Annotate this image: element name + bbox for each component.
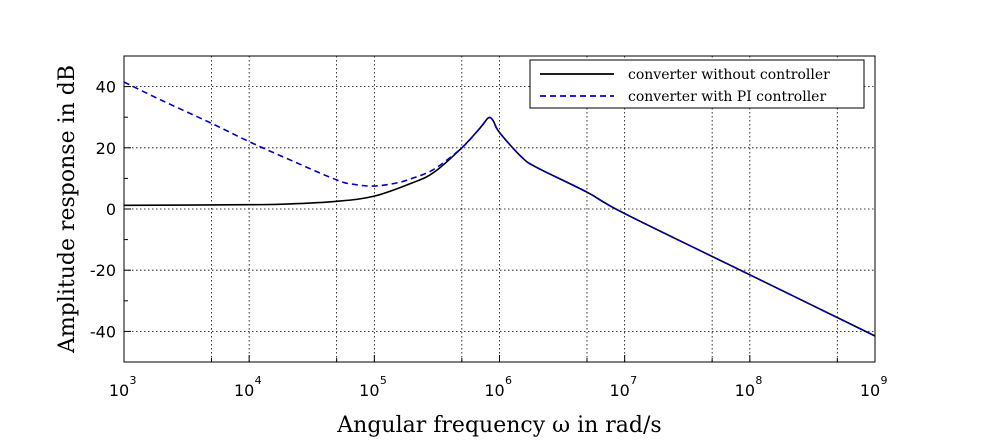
- x-tick-label-exponent: 3: [130, 374, 137, 387]
- x-tick-label-exponent: 7: [630, 374, 637, 387]
- x-tick-label-base: 10: [109, 381, 129, 400]
- x-tick-label-base: 10: [860, 381, 880, 400]
- y-tick-label: 20: [96, 139, 116, 158]
- y-tick-label: 0: [106, 200, 116, 219]
- x-tick-label: 107: [609, 374, 637, 400]
- legend-label-with-pi-controller: converter with PI controller: [628, 89, 826, 105]
- legend: converter without controller converter w…: [529, 59, 865, 109]
- legend-box: [529, 59, 865, 109]
- x-tick-label-exponent: 6: [505, 374, 512, 387]
- x-tick-label: 105: [359, 374, 387, 400]
- x-tick-label: 104: [234, 374, 262, 400]
- legend-label-without-controller: converter without controller: [628, 67, 830, 83]
- x-tick-label-exponent: 8: [755, 374, 762, 387]
- ticks: [123, 55, 876, 363]
- x-tick-label-base: 10: [609, 381, 629, 400]
- x-tick-label: 108: [735, 374, 763, 400]
- x-axis-title: Angular frequency ω in rad/s: [336, 413, 661, 438]
- x-tick-label-exponent: 9: [881, 374, 888, 387]
- x-tick-label: 106: [484, 374, 512, 400]
- x-tick-label-exponent: 4: [255, 374, 262, 387]
- y-axis-title: Amplitude response in dB: [55, 65, 80, 354]
- series-line-with-pi-controller: [123, 81, 876, 337]
- y-tick-label: 40: [96, 78, 116, 97]
- grid: [124, 56, 875, 362]
- x-tick-label-base: 10: [484, 381, 504, 400]
- x-tick-label-base: 10: [359, 381, 379, 400]
- x-tick-label-exponent: 5: [380, 374, 387, 387]
- x-tick-label-base: 10: [234, 381, 254, 400]
- y-tick-label: -20: [90, 261, 116, 280]
- x-tick-label-base: 10: [735, 381, 755, 400]
- series-group: [123, 81, 876, 337]
- y-tick-label: -40: [90, 322, 116, 341]
- x-tick-label: 103: [109, 374, 137, 400]
- x-tick-label: 109: [860, 374, 888, 400]
- series-line-without-controller: [123, 116, 876, 337]
